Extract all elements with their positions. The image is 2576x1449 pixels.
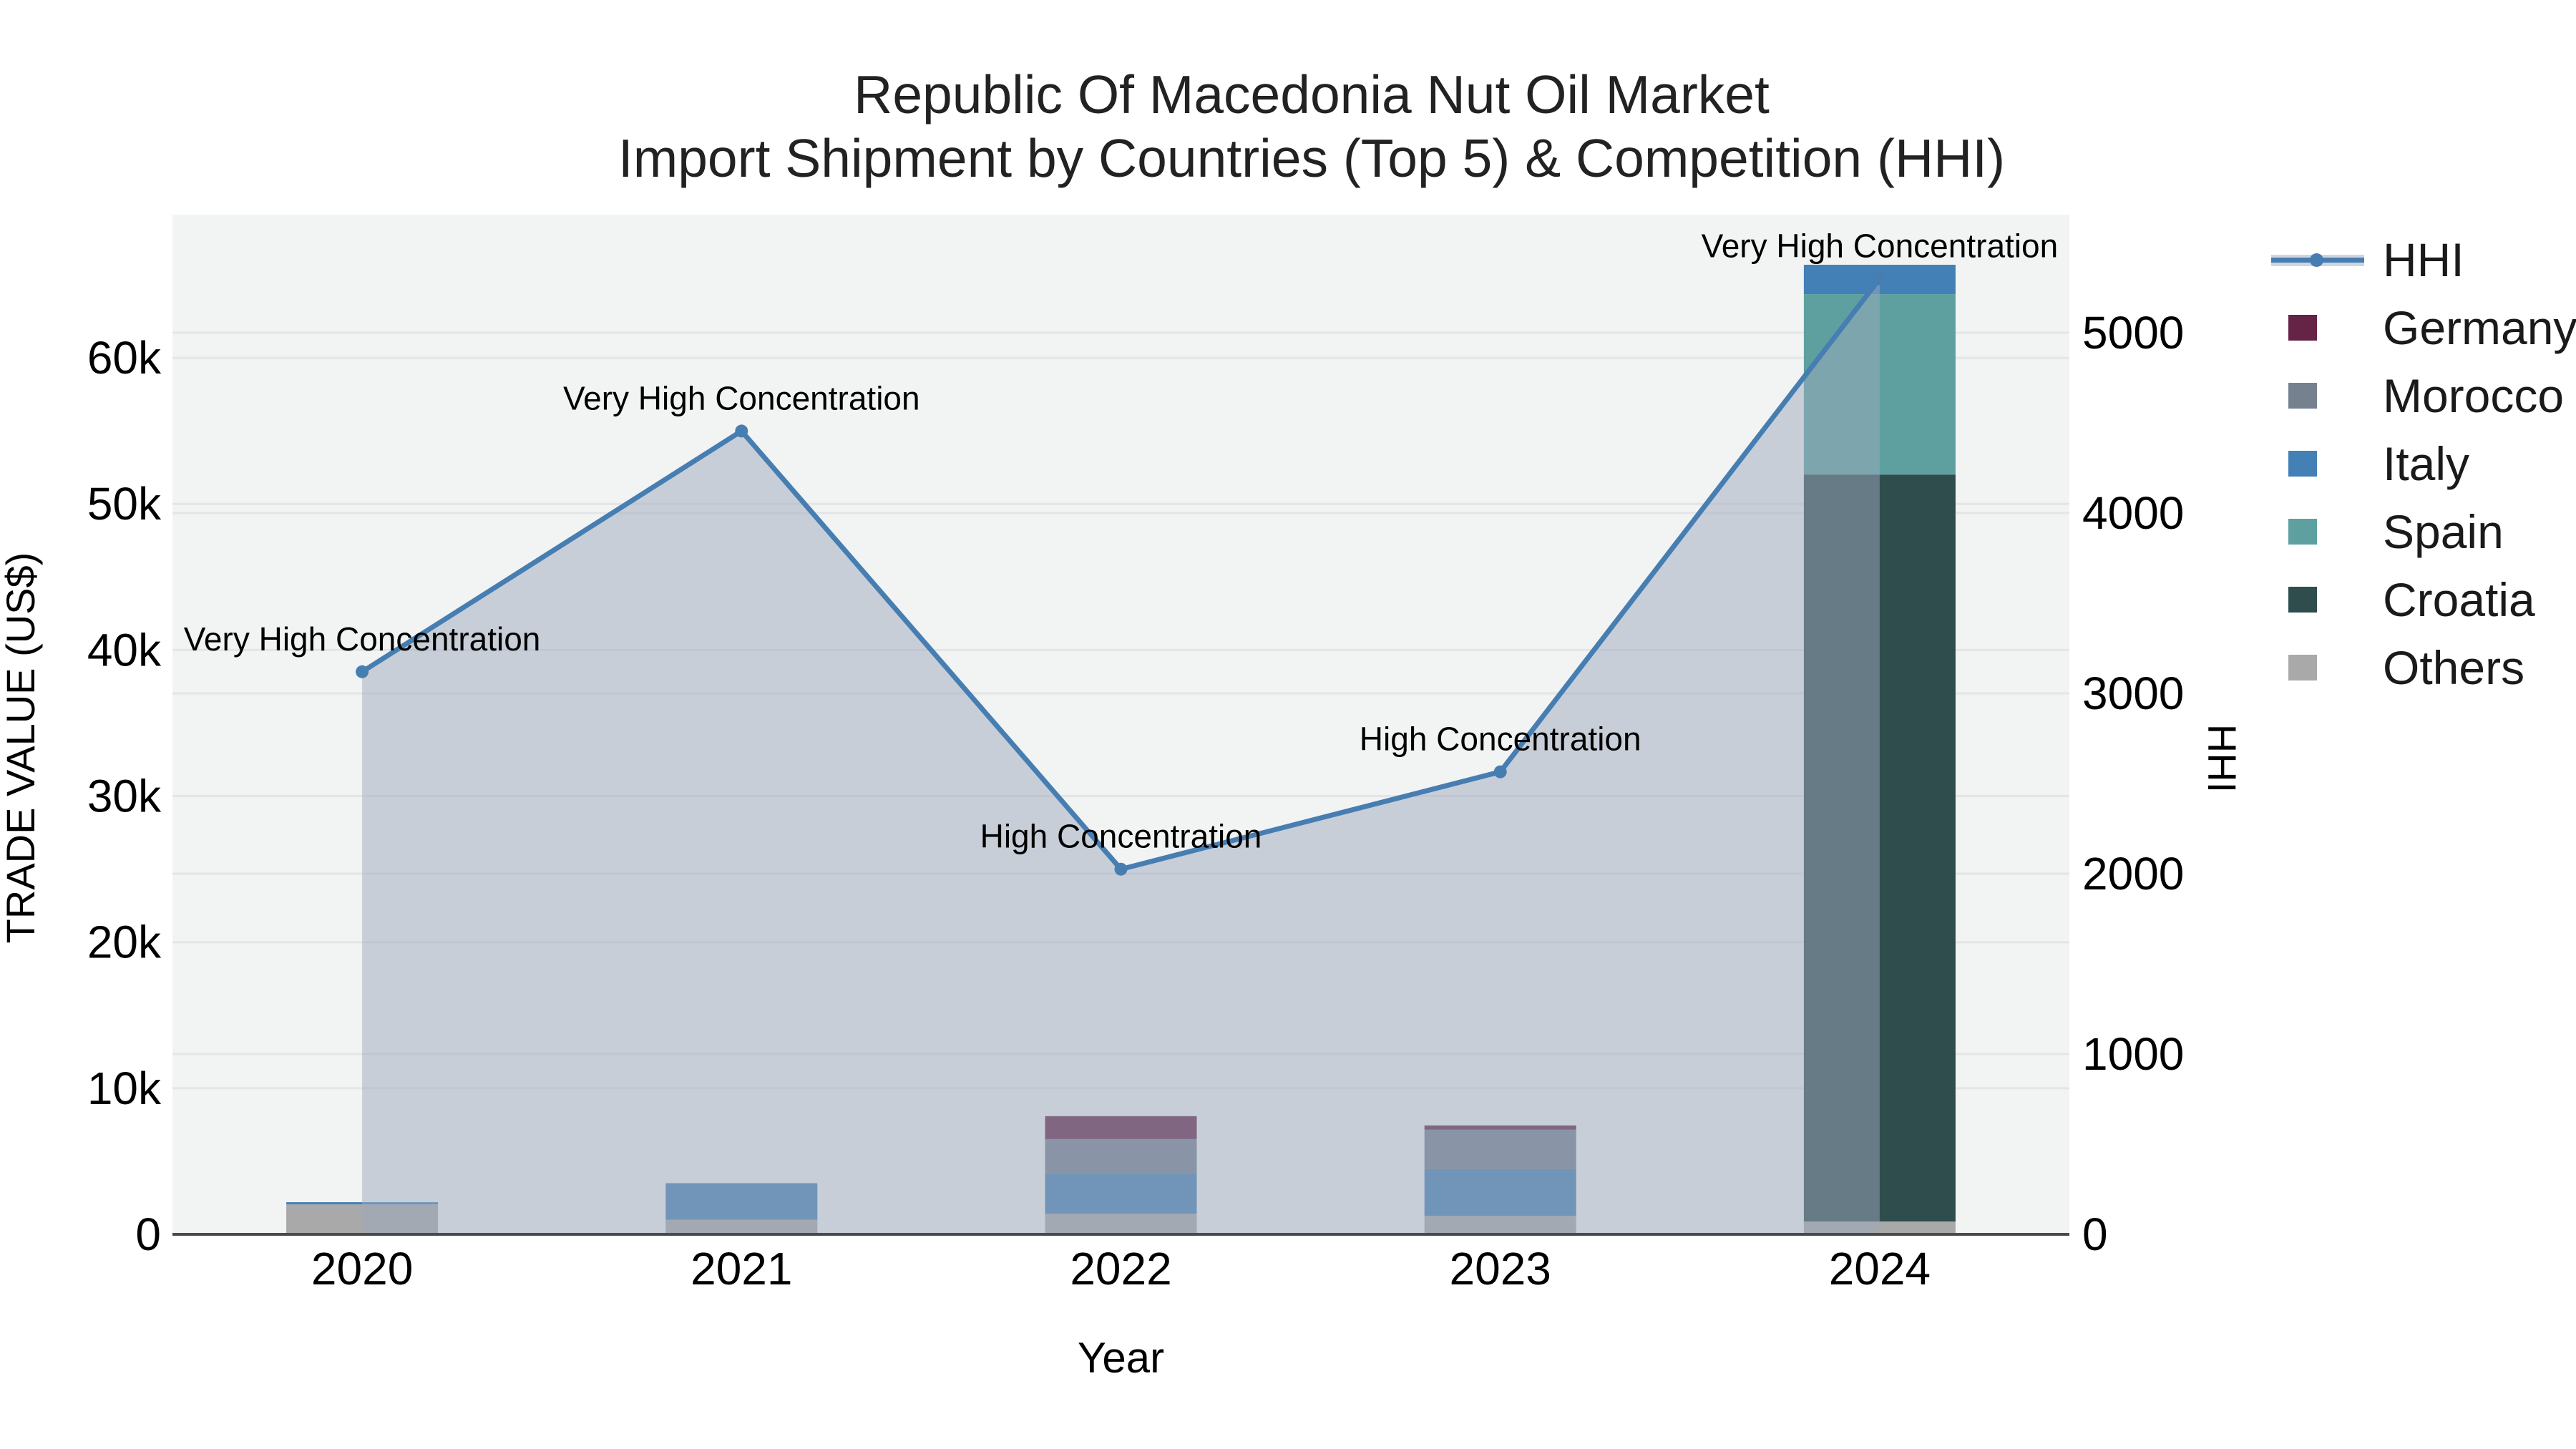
x-tick-2024: 2024 (1829, 1243, 1931, 1294)
croatia-swatch-icon (2288, 586, 2317, 613)
annotation-2020: Very High Concentration (184, 620, 541, 658)
y-right-tick-3000: 3000 (2082, 668, 2184, 719)
legend-label-croatia: Croatia (2383, 572, 2535, 626)
others-swatch-icon (2288, 654, 2317, 680)
legend-label-others: Others (2383, 640, 2525, 694)
annotation-2021: Very High Concentration (563, 379, 920, 416)
y-left-tick-60k: 60k (87, 332, 162, 384)
hhi-marker-icon (2310, 253, 2323, 267)
italy-swatch-icon (2288, 450, 2317, 477)
x-tick-2021: 2021 (691, 1243, 792, 1294)
x-axis-title: Year (1078, 1334, 1164, 1382)
annotation-2022: High Concentration (980, 818, 1262, 855)
hhi-marker-2021[interactable] (735, 424, 748, 438)
legend: HHI Germany Morocco Italy Spain Croatia … (2268, 225, 2576, 701)
annotation-2023: High Concentration (1360, 721, 1641, 758)
legend-item-hhi[interactable]: HHI (2268, 225, 2576, 293)
y-left-tick-50k: 50k (87, 478, 162, 530)
legend-item-morocco[interactable]: Morocco (2268, 361, 2576, 429)
legend-item-croatia[interactable]: Croatia (2268, 565, 2576, 633)
y-right-tick-5000: 5000 (2082, 307, 2184, 358)
x-tick-2022: 2022 (1070, 1243, 1171, 1294)
chart-title-line2: Import Shipment by Countries (Top 5) & C… (618, 128, 2006, 188)
x-tick-2020: 2020 (311, 1243, 413, 1294)
hhi-marker-2023[interactable] (1493, 765, 1507, 779)
germany-swatch-icon (2288, 314, 2317, 341)
hhi-marker-2020[interactable] (356, 665, 369, 678)
y-left-tick-30k: 30k (87, 771, 162, 822)
y-right-axis-title: HHI (2200, 724, 2245, 793)
x-tick-2023: 2023 (1450, 1243, 1551, 1294)
y-left-axis-title: TRADE VALUE (US$) (0, 552, 43, 944)
chart-title: Republic Of Macedonia Nut Oil Market Imp… (618, 63, 2005, 190)
chart-title-line1: Republic Of Macedonia Nut Oil Market (854, 64, 1770, 125)
legend-item-spain[interactable]: Spain (2268, 497, 2576, 565)
y-right-tick-1000: 1000 (2082, 1028, 2184, 1080)
legend-label-italy: Italy (2383, 436, 2470, 490)
bar-segment-italy-2020[interactable] (286, 1202, 439, 1205)
spain-swatch-icon (2288, 518, 2317, 545)
legend-label-hhi: HHI (2383, 233, 2464, 286)
y-left-tick-40k: 40k (87, 624, 162, 675)
y-left-tick-20k: 20k (87, 917, 162, 968)
legend-label-morocco: Morocco (2383, 369, 2565, 422)
legend-label-spain: Spain (2383, 504, 2504, 558)
y-left-tick-0: 0 (135, 1209, 161, 1260)
morocco-swatch-icon (2288, 382, 2317, 409)
hhi-marker-2022[interactable] (1114, 862, 1128, 876)
hhi-marker-2024[interactable] (1873, 272, 1886, 286)
legend-item-others[interactable]: Others (2268, 633, 2576, 701)
y-right-tick-0: 0 (2082, 1209, 2108, 1260)
legend-item-germany[interactable]: Germany (2268, 293, 2576, 361)
y-right-tick-2000: 2000 (2082, 848, 2184, 899)
y-right-tick-4000: 4000 (2082, 487, 2184, 539)
hhi-line-swatch (2268, 238, 2376, 281)
y-left-tick-10k: 10k (87, 1063, 162, 1114)
legend-label-germany: Germany (2383, 301, 2576, 354)
hhi-area-fill (362, 278, 1880, 1234)
legend-item-italy[interactable]: Italy (2268, 429, 2576, 497)
annotation-2024: Very High Concentration (1702, 227, 2059, 264)
